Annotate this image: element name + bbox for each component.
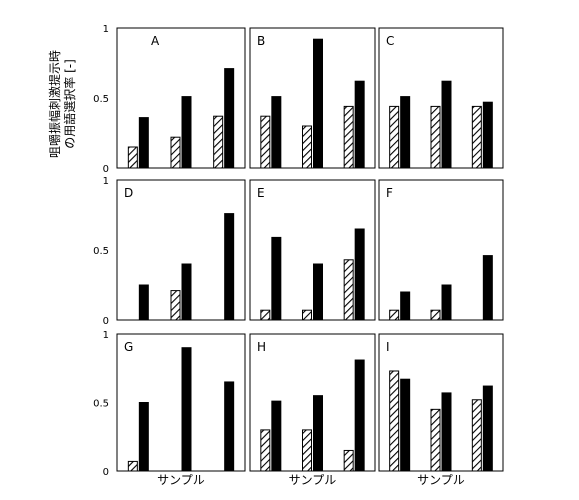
panel-a-title: A [151,34,160,48]
panel-i: I [378,333,504,472]
y-axis-title-line-1: 咀嚼振幅刺激提示時 [47,50,62,158]
panel-d-bar-solid [138,284,149,321]
panel-f-bar-hatched [389,309,400,321]
panel-d-ytick-label: 0.5 [93,246,109,257]
panel-h-bar-solid [313,395,323,472]
panel-h-bar-hatched [302,429,312,472]
panel-a: A 1 0.5 0 [93,24,246,175]
panel-d-frame [116,179,246,321]
panel-h-bar-hatched [260,429,271,472]
panel-i-title: I [386,340,390,354]
panel-i-bar-hatched [389,370,400,472]
panel-a-bar-hatched [127,146,138,169]
panel-b-bar-solid [354,80,365,169]
panel-c-bar-solid [482,101,493,169]
panel-c-bar-hatched [471,105,482,169]
panel-i-bar-hatched [471,399,482,472]
panel-e-bar-hatched [302,309,312,321]
panel-b-title: B [257,34,265,48]
panel-c-bar-solid [441,80,452,169]
panel-d-ytick-label: 0 [103,316,109,327]
panel-b: B [249,27,376,169]
panel-h-bar-solid [271,400,282,472]
panel-g-ytick-label: 0 [103,467,109,478]
panel-a-ytick-label: 1 [103,24,109,35]
panel-h-title: H [257,340,266,354]
panel-g-ytick-label: 0.5 [93,399,109,410]
panel-d-bar-hatched [170,290,181,321]
panel-d-ytick-label: 1 [103,176,109,187]
panel-c-title: C [386,34,394,48]
panel-f: F [378,179,504,321]
panel-a-bar-hatched [170,136,181,169]
panel-f-frame [378,179,504,321]
panel-a-bar-hatched [213,115,224,169]
panel-e-bar-hatched [260,309,271,321]
panel-i-bar-hatched [430,408,441,472]
panel-i-bar-solid [482,385,493,472]
panel-c-bar-hatched [389,105,400,169]
panel-f-bar-hatched [430,309,441,321]
panel-a-ytick-label: 0 [103,164,109,175]
panel-h-bar-solid [354,359,365,472]
panel-e-bar-solid [354,228,365,321]
panel-b-bar-solid [313,38,323,169]
panel-g: G 1 0.5 0 [93,330,246,478]
panel-c-frame [378,27,504,169]
panel-d-title: D [124,186,133,200]
panel-h: H [249,333,376,472]
panel-a-ytick-label: 0.5 [93,94,109,105]
x-axis-title: サンプル [417,473,465,487]
panel-i-frame [378,333,504,472]
panel-g-frame [116,333,246,472]
panel-d: D 1 0.5 0 [93,176,246,327]
y-axis-title: 咀嚼振幅刺激提示時 の用語選択率 [-] [47,50,77,158]
panel-g-bar-solid [138,402,149,472]
panel-i-bar-solid [441,392,452,472]
x-axis-title: サンプル [157,473,205,487]
panel-a-bar-solid [224,68,235,169]
panel-g-ytick-label: 1 [103,330,109,341]
panel-i-bar-solid [400,378,411,472]
panel-b-frame [249,27,376,169]
y-axis-title-line-2: の用語選択率 [-] [62,59,77,149]
panel-f-bar-solid [441,284,452,321]
panel-g-bar-hatched [127,460,138,472]
panel-e-frame [249,179,376,321]
panel-e-bar-solid [313,263,323,321]
panel-h-frame [249,333,376,472]
panel-f-title: F [386,186,393,200]
panel-c-bar-hatched [430,105,441,169]
panel-c: C [378,27,504,169]
panel-h-bar-hatched [343,449,354,472]
panel-f-bar-solid [482,255,493,321]
panel-g-bar-solid [224,381,235,472]
panel-d-bar-solid [224,213,235,321]
panel-a-bar-solid [138,117,149,169]
panel-b-bar-hatched [302,125,312,169]
x-axis-title: サンプル [289,473,337,487]
panel-b-bar-hatched [260,115,271,169]
panel-c-bar-solid [400,96,411,169]
panel-g-title: G [124,340,133,354]
panel-e-title: E [257,186,265,200]
panel-a-frame [116,27,246,169]
panel-g-bar-solid [181,347,192,472]
panel-f-bar-solid [400,291,411,321]
panel-d-bar-solid [181,263,192,321]
panel-b-bar-solid [271,96,282,169]
panel-b-bar-hatched [343,105,354,169]
panel-a-bar-solid [181,96,192,169]
panel-e-bar-solid [271,236,282,321]
panel-e: E [249,179,376,321]
panel-e-bar-hatched [343,259,354,321]
